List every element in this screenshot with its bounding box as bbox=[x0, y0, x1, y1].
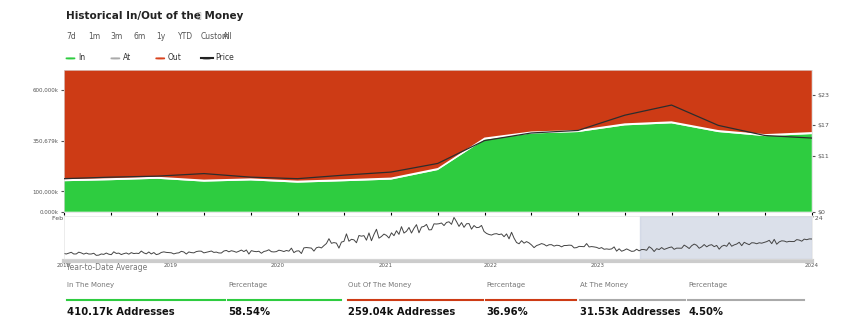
Text: ⓘ: ⓘ bbox=[197, 11, 201, 20]
Text: 36.96%: 36.96% bbox=[486, 307, 528, 317]
Text: 3m: 3m bbox=[110, 32, 123, 41]
Text: 31.53k Addresses: 31.53k Addresses bbox=[580, 307, 680, 317]
Text: Percentage: Percentage bbox=[229, 282, 268, 288]
Text: 4.50%: 4.50% bbox=[688, 307, 723, 317]
Text: 259.04k Addresses: 259.04k Addresses bbox=[348, 307, 456, 317]
Text: 6m: 6m bbox=[133, 32, 145, 41]
Circle shape bbox=[156, 58, 165, 59]
Text: At The Money: At The Money bbox=[580, 282, 628, 288]
Bar bbox=[640, 215, 812, 259]
Text: In: In bbox=[78, 53, 85, 62]
Text: All: All bbox=[223, 32, 233, 41]
Text: 7d: 7d bbox=[66, 32, 76, 41]
Text: Custom: Custom bbox=[201, 32, 230, 41]
Text: YTD: YTD bbox=[178, 32, 193, 41]
Text: Year-to-Date Average: Year-to-Date Average bbox=[66, 263, 147, 272]
Circle shape bbox=[66, 58, 75, 59]
Text: Out Of The Money: Out Of The Money bbox=[348, 282, 411, 288]
Text: At: At bbox=[123, 53, 131, 62]
Circle shape bbox=[203, 58, 210, 59]
Text: 58.54%: 58.54% bbox=[229, 307, 270, 317]
Text: Historical In/Out of the Money: Historical In/Out of the Money bbox=[66, 11, 243, 21]
Text: 1y: 1y bbox=[156, 32, 165, 41]
Text: Price: Price bbox=[216, 53, 235, 62]
Circle shape bbox=[110, 58, 120, 59]
Text: Out: Out bbox=[167, 53, 182, 62]
Text: 1m: 1m bbox=[88, 32, 100, 41]
Text: Percentage: Percentage bbox=[486, 282, 525, 288]
Text: Percentage: Percentage bbox=[688, 282, 728, 288]
Text: In The Money: In The Money bbox=[67, 282, 115, 288]
Text: 410.17k Addresses: 410.17k Addresses bbox=[67, 307, 175, 317]
